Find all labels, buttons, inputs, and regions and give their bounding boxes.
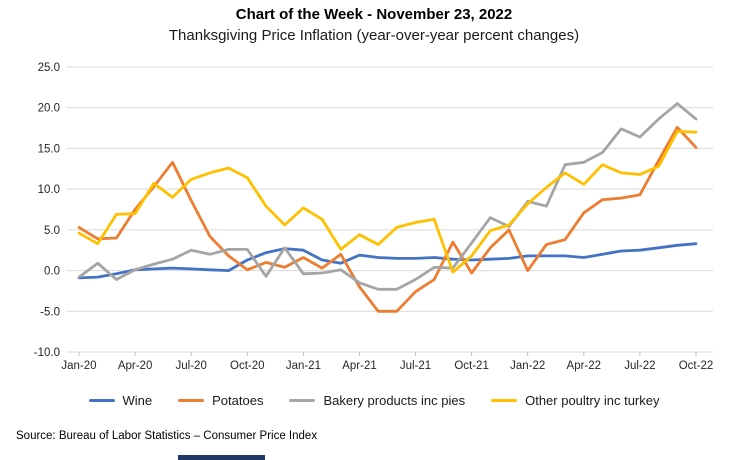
svg-text:Jul-22: Jul-22 — [624, 360, 655, 372]
chart-title: Chart of the Week - November 23, 2022 — [235, 6, 513, 23]
svg-text:Oct-21: Oct-21 — [454, 360, 489, 372]
legend-item-potatoes: Potatoes — [178, 393, 263, 408]
legend-label-bakery-products-inc-pies: Bakery products inc pies — [323, 393, 466, 408]
legend-marker-potatoes — [178, 398, 205, 403]
source-note: Source: Bureau of Labor Statistics – Con… — [16, 430, 318, 442]
svg-text:Apr-22: Apr-22 — [567, 360, 602, 372]
series-line-potatoes — [77, 125, 698, 313]
series-line-bakery-products-inc-pies — [77, 102, 698, 291]
svg-text:Jul-21: Jul-21 — [400, 360, 431, 372]
svg-text:Jul-20: Jul-20 — [176, 360, 207, 372]
legend-marker-wine — [88, 398, 115, 403]
svg-text:Jan-20: Jan-20 — [61, 360, 96, 372]
chart-legend: Wine Potatoes Bakery products inc pies Othe… — [0, 393, 748, 408]
series-line-wine — [77, 242, 698, 280]
legend-marker-bakery-products-inc-pies — [289, 398, 316, 403]
svg-text:Jan-21: Jan-21 — [286, 360, 321, 372]
chart-subtitle: Thanksgiving Price Inflation (year-over-… — [168, 27, 580, 44]
svg-text:Oct-22: Oct-22 — [679, 360, 714, 372]
svg-text:Apr-21: Apr-21 — [342, 360, 377, 372]
legend-item-other-poultry-inc-turkey: Other poultry inc turkey — [491, 393, 659, 408]
svg-text:20.0: 20.0 — [38, 103, 60, 115]
gridlines — [67, 66, 713, 353]
x-axis-labels: Jan-20 Apr-20 Jul-20 Oct-20 Jan-21 Apr-21 Jul-… — [61, 352, 713, 372]
svg-text:-5.0: -5.0 — [40, 306, 60, 318]
svg-text:0.0: 0.0 — [44, 266, 60, 278]
svg-text:10.0: 10.0 — [38, 184, 60, 196]
legend-item-wine: Wine — [88, 393, 153, 408]
svg-text:Jan-22: Jan-22 — [510, 360, 545, 372]
legend-label-other-poultry-inc-turkey: Other poultry inc turkey — [525, 393, 660, 408]
cropped-bottom-element-fragment — [178, 455, 265, 460]
svg-text:5.0: 5.0 — [44, 225, 60, 237]
series-line-other-poultry-inc-turkey — [77, 129, 698, 274]
legend-item-bakery-products-inc-pies: Bakery products inc pies — [289, 393, 465, 408]
svg-text:Apr-20: Apr-20 — [118, 360, 153, 372]
svg-text:-10.0: -10.0 — [34, 347, 60, 359]
svg-text:25.0: 25.0 — [38, 62, 60, 74]
legend-marker-other-poultry-inc-turkey — [491, 398, 518, 403]
svg-text:15.0: 15.0 — [38, 143, 60, 155]
svg-text:Oct-20: Oct-20 — [230, 360, 265, 372]
y-axis-labels: 25.0 20.0 15.0 10.0 5.0 0.0 -5.0 -10.0 — [34, 62, 60, 359]
legend-label-wine: Wine — [122, 393, 153, 408]
legend-label-potatoes: Potatoes — [212, 393, 264, 408]
